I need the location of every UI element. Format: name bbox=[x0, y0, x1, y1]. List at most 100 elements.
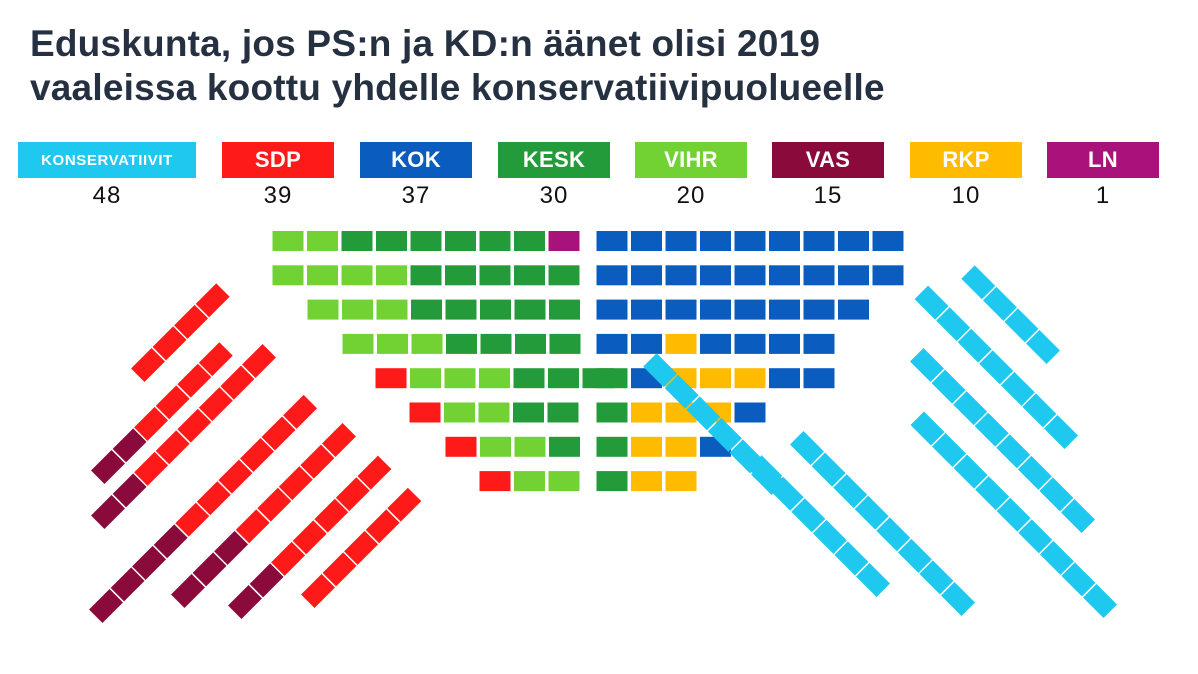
seat-kok bbox=[700, 333, 731, 354]
seat-kons bbox=[834, 541, 869, 576]
seat-kons bbox=[1039, 540, 1074, 575]
seat-kons bbox=[707, 417, 742, 452]
seat-vas bbox=[91, 450, 125, 484]
chart-title-line-1: Eduskunta, jos PS:n ja KD:n äänet olisi … bbox=[30, 23, 821, 64]
seat-kok bbox=[596, 231, 628, 251]
seat-rkp bbox=[734, 368, 766, 389]
seat-kesk bbox=[479, 231, 511, 251]
seat-sdp bbox=[387, 487, 422, 522]
seat-sdp bbox=[152, 326, 187, 361]
seat-kesk bbox=[411, 299, 442, 320]
seat-sdp bbox=[301, 574, 335, 608]
seat-kons bbox=[811, 452, 846, 487]
seat-kok bbox=[596, 333, 628, 354]
seat-kons bbox=[1061, 499, 1095, 533]
seat-kons bbox=[876, 517, 911, 552]
seat-vas bbox=[249, 563, 284, 598]
seat-kok bbox=[769, 231, 800, 251]
seat-sdp bbox=[198, 342, 233, 377]
seat-sdp bbox=[240, 438, 274, 472]
seat-kesk bbox=[514, 231, 545, 251]
seat-vihr bbox=[272, 231, 304, 251]
seat-ln bbox=[548, 231, 580, 251]
seat-vas bbox=[192, 552, 227, 587]
seat-kok bbox=[700, 265, 731, 286]
seat-kons bbox=[664, 374, 699, 409]
seat-sdp bbox=[271, 541, 306, 576]
seat-kons bbox=[854, 495, 889, 530]
seat-kok bbox=[631, 299, 662, 320]
seat-vihr bbox=[342, 333, 374, 354]
seat-kesk bbox=[549, 333, 581, 354]
seat-kons bbox=[1026, 330, 1060, 364]
seat-kons bbox=[996, 434, 1031, 469]
seat-sdp bbox=[134, 406, 169, 441]
seat-kons bbox=[643, 353, 678, 388]
seat-kesk bbox=[376, 231, 407, 251]
seat-kons bbox=[1044, 415, 1078, 449]
seat-sdp bbox=[155, 430, 190, 465]
seat-kesk bbox=[596, 368, 628, 389]
seat-vihr bbox=[411, 333, 443, 354]
seat-kesk bbox=[596, 436, 628, 457]
seat-kesk bbox=[596, 402, 628, 423]
seat-kons bbox=[751, 461, 785, 495]
seat-vas bbox=[91, 495, 125, 529]
seat-vihr bbox=[307, 231, 338, 251]
seat-kok bbox=[803, 299, 835, 320]
seat-sdp bbox=[357, 455, 392, 490]
seat-rkp bbox=[631, 471, 662, 492]
seat-kons bbox=[996, 497, 1031, 532]
seat-sdp bbox=[445, 436, 477, 457]
seat-kons bbox=[919, 560, 954, 595]
seat-sdp bbox=[278, 466, 313, 501]
seat-kok bbox=[665, 299, 697, 320]
seat-kons bbox=[1018, 519, 1053, 554]
seat-kok bbox=[803, 265, 835, 286]
seat-sdp bbox=[344, 530, 379, 565]
seat-rkp bbox=[631, 436, 662, 457]
seat-kesk bbox=[549, 299, 580, 320]
seat-kesk bbox=[514, 299, 546, 320]
seat-sdp bbox=[177, 408, 212, 443]
seat-vihr bbox=[548, 471, 580, 492]
seat-sdp bbox=[177, 363, 212, 398]
seat-vas bbox=[153, 524, 188, 559]
seat-kok bbox=[596, 299, 628, 320]
seat-sdp bbox=[134, 451, 169, 486]
seat-vihr bbox=[514, 436, 546, 457]
seat-kok bbox=[631, 231, 662, 251]
seat-sdp bbox=[375, 368, 407, 389]
seat-kok bbox=[734, 231, 766, 251]
seat-sdp bbox=[283, 394, 318, 429]
seat-kons bbox=[833, 474, 868, 509]
seat-kons bbox=[1000, 371, 1035, 406]
seat-kesk bbox=[549, 436, 580, 457]
seat-kok bbox=[665, 265, 697, 286]
seat-sdp bbox=[174, 304, 209, 339]
seat-kok bbox=[803, 231, 835, 251]
seat-vas bbox=[112, 473, 147, 508]
seat-sdp bbox=[242, 344, 276, 378]
seat-vas bbox=[171, 574, 205, 608]
seat-kons bbox=[1061, 562, 1096, 597]
seat-kok bbox=[872, 265, 904, 286]
seat-kok bbox=[769, 265, 800, 286]
seat-vas bbox=[110, 567, 145, 602]
seat-kons bbox=[856, 563, 890, 597]
seat-vihr bbox=[478, 402, 510, 423]
seat-kok bbox=[769, 299, 800, 320]
seat-vihr bbox=[272, 265, 304, 286]
seat-rkp bbox=[665, 436, 697, 457]
seat-vihr bbox=[376, 299, 408, 320]
seat-kesk bbox=[341, 231, 373, 251]
seat-sdp bbox=[335, 477, 370, 512]
seat-kons bbox=[931, 369, 966, 404]
seat-kons bbox=[1022, 393, 1057, 428]
seat-kesk bbox=[445, 265, 476, 286]
seat-kesk bbox=[548, 265, 580, 286]
seat-sdp bbox=[257, 487, 292, 522]
seat-kok bbox=[803, 333, 835, 354]
seat-sdp bbox=[479, 471, 511, 492]
